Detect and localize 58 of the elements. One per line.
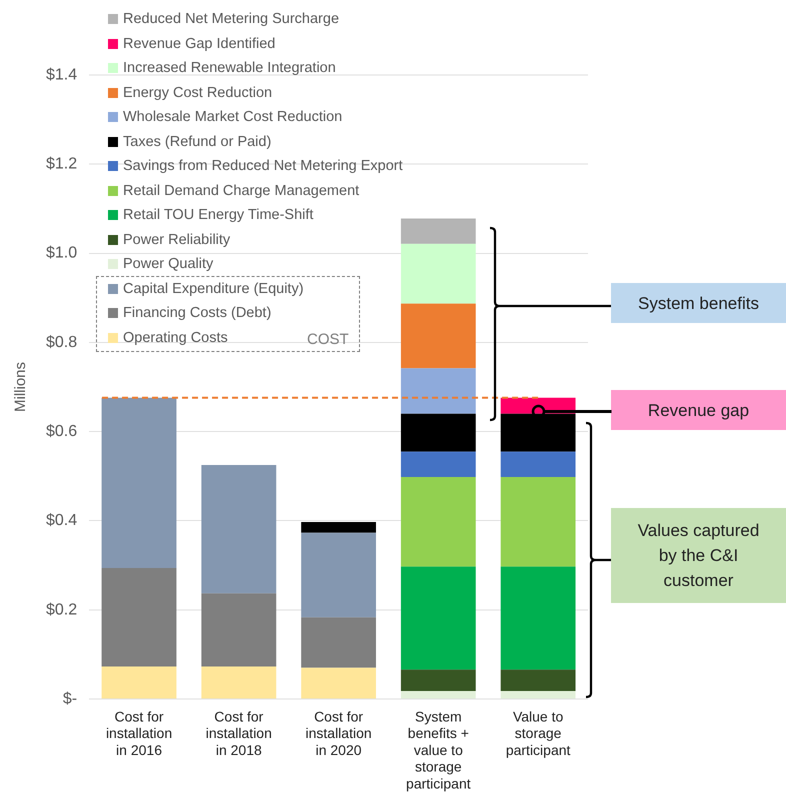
bar [400,670,476,691]
text: Revenue gap [611,390,786,430]
bar [102,666,176,698]
bar [400,368,476,414]
legend-label: Taxes (Refund or Paid) [123,132,272,152]
y-tick-label: $0.8 [46,334,78,351]
legend-label: Wholesale Market Cost Reduction [123,108,342,128]
bar [301,617,376,668]
bar [301,668,376,698]
y-tick-label: $0.6 [46,422,78,440]
bar [500,566,576,670]
bar [400,477,476,567]
y-tick-label: $0.4 [46,512,78,530]
bar [301,522,376,533]
y-tick-label: $1.2 [46,156,78,173]
bar [102,398,176,568]
bar [201,666,276,698]
legend-label: Financing Costs (Debt) [123,304,272,324]
legend-label: Retail TOU Energy Time-Shift [123,206,314,226]
legend-label: Revenue Gap Identified [123,34,276,54]
legend-label: Power Quality [123,255,214,274]
bar [301,532,376,618]
legend-label: Increased Renewable Integration [123,59,336,78]
legend-label: Power Reliability [123,230,230,250]
bar [500,452,576,478]
bar [400,566,476,670]
text: System benefits [611,283,786,323]
bar [201,593,276,666]
text: Values captured by the C&I customer [611,508,786,603]
y-axis-title: Millions [12,362,30,412]
bar [201,465,276,594]
legend-label: Operating Costs [123,328,228,348]
bar [400,218,476,244]
x-tick-label: Cost for installation in 2020 [305,708,372,758]
x-tick-label: Cost for installation in 2018 [206,708,272,758]
x-tick-label: Value to storage participant [506,708,571,758]
legend-label: Savings from Reduced Net Metering Export [123,157,403,176]
annotation: COST [307,331,349,348]
y-tick-label: $1.0 [46,244,78,262]
legend-label: Retail Demand Charge Management [123,182,360,201]
bar [400,414,476,452]
bar [400,690,476,698]
bar [500,477,576,567]
x-tick-label: Cost for installation in 2016 [106,708,172,758]
bar [500,690,576,698]
bar [500,414,576,452]
bar [400,244,476,304]
y-tick-label: $- [62,690,78,708]
y-tick-label: $1.4 [46,66,78,84]
bar [400,452,476,478]
y-tick-label: $0.2 [46,601,78,618]
bar [400,304,476,368]
legend-label: Capital Expenditure (Equity) [123,280,304,299]
legend-label: Energy Cost Reduction [123,84,272,103]
bar [102,568,176,666]
legend-label: Reduced Net Metering Surcharge [123,10,340,30]
bar [500,670,576,691]
x-tick-label: System benefits + value to storage participant [406,708,471,792]
